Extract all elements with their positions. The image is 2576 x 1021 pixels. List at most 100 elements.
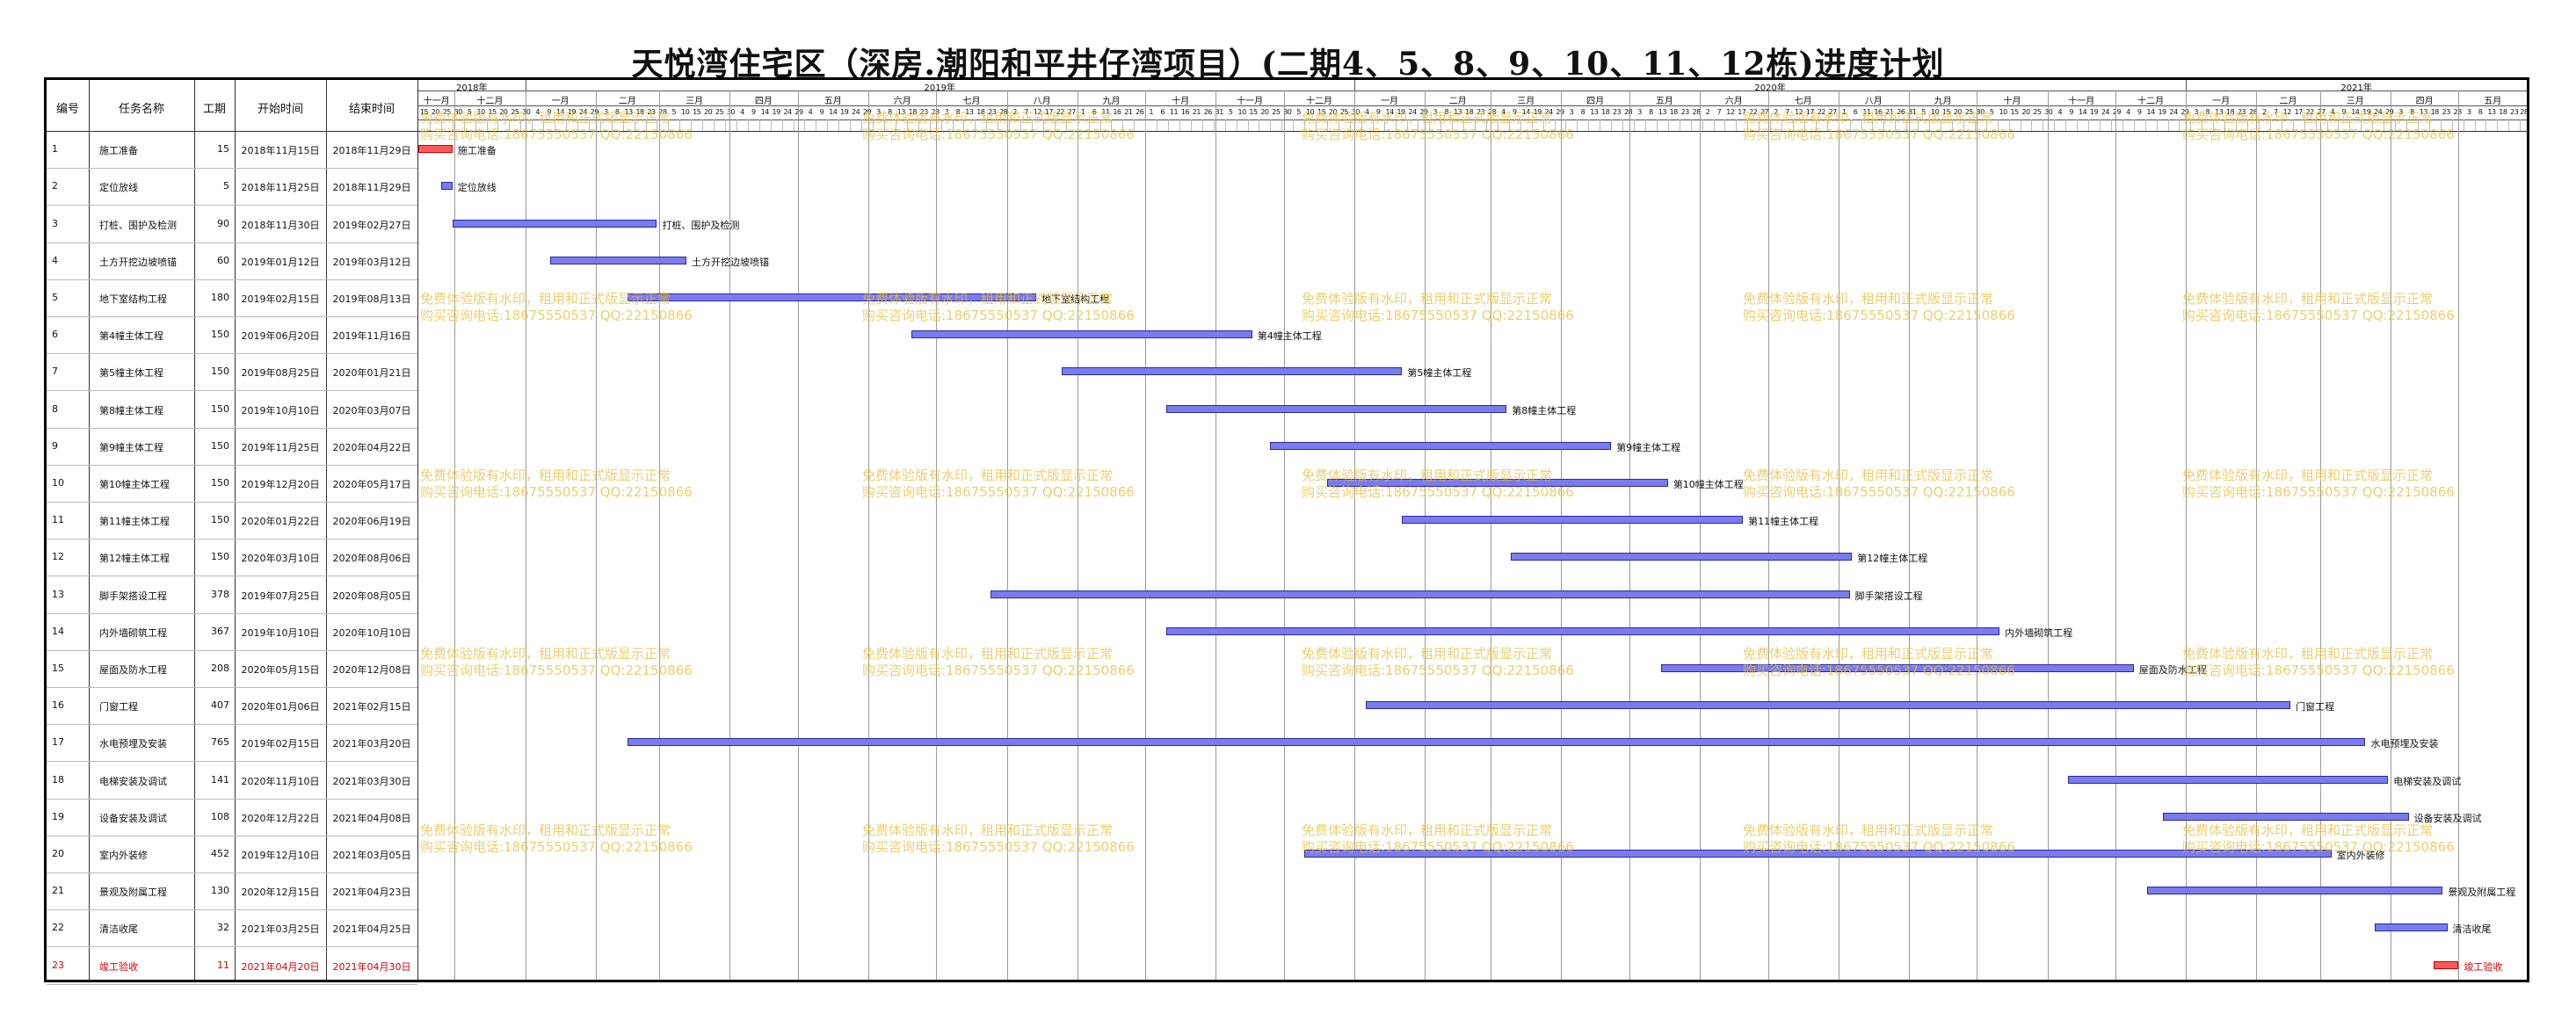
task-start: 2019年07月25日 xyxy=(241,590,320,602)
day-divider xyxy=(1111,119,1113,131)
task-duration: 150 xyxy=(211,439,229,452)
gantt-frame: 编号 任务名称 工期 开始时间 结束时间 2018年 2019年 2020年 2021… xyxy=(44,77,2529,985)
day-divider xyxy=(2224,119,2226,131)
day-tick: 29 xyxy=(2384,108,2394,116)
day-tick: 27 xyxy=(1067,108,1077,116)
day-tick: 29 xyxy=(1556,108,1564,116)
day-tick: 26 xyxy=(1203,108,1213,116)
day-tick: 3 xyxy=(603,108,608,116)
task-start: 2019年08月25日 xyxy=(241,367,320,380)
task-duration: 180 xyxy=(211,291,229,303)
year-label: 2021年 xyxy=(2340,83,2372,93)
day-tick: 31 xyxy=(1908,108,1917,116)
watermark: 免费体验版有水印，租用和正式版显示正常 购买咨询电话:18675550537 QQ… xyxy=(1743,467,2015,501)
day-divider xyxy=(1918,119,1919,131)
watermark-line: 免费体验版有水印，租用和正式版显示正常 xyxy=(420,467,671,483)
task-end: 2018年11月29日 xyxy=(332,182,411,194)
watermark-line: 购买咨询电话:18675550537 QQ:22150866 xyxy=(420,484,693,500)
day-tick: 9 xyxy=(1375,108,1381,116)
day-divider xyxy=(2156,119,2158,131)
task-name: 脚手架搭设工程 xyxy=(99,590,167,602)
task-start: 2019年11月25日 xyxy=(241,441,320,453)
watermark-line: 购买咨询电话:18675550537 QQ:22150866 xyxy=(1302,308,1574,323)
day-divider xyxy=(1542,119,1544,131)
task-start: 2018年11月25日 xyxy=(241,182,320,194)
day-tick: 17 xyxy=(1738,108,1746,116)
day-divider xyxy=(2144,119,2146,131)
day-tick: 24 xyxy=(1408,108,1417,116)
watermark: 免费体验版有水印，租用和正式版显示正常 购买咨询电话:18675550537 QQ… xyxy=(420,646,693,679)
day-divider xyxy=(1906,119,1908,131)
day-divider xyxy=(1395,119,1397,131)
task-duration: 407 xyxy=(211,699,229,712)
day-tick: 7 xyxy=(1024,108,1028,116)
day-divider xyxy=(679,119,681,131)
day-divider xyxy=(1440,119,1442,131)
month-divider xyxy=(1425,91,1426,980)
task-end: 2021年02月15日 xyxy=(332,701,411,713)
task-end: 2021年04月23日 xyxy=(332,887,411,899)
day-divider xyxy=(2054,119,2056,131)
day-tick: 3 xyxy=(944,108,949,116)
day-tick: 8 xyxy=(2478,108,2483,116)
task-id: 5 xyxy=(52,291,58,303)
day-divider xyxy=(2304,119,2305,131)
day-tick: 5 xyxy=(1921,108,1926,116)
watermark-line: 购买咨询电话:18675550537 QQ:22150866 xyxy=(1302,127,1574,142)
day-tick: 30 xyxy=(522,108,531,116)
task-name: 地下室结构工程 xyxy=(99,293,167,305)
task-bar-label: 第10幢主体工程 xyxy=(1673,478,1744,490)
day-divider xyxy=(1054,119,1056,131)
day-divider xyxy=(975,119,976,131)
task-start: 2021年04月20日 xyxy=(241,960,320,973)
day-divider xyxy=(2508,119,2510,131)
month-divider xyxy=(936,91,938,980)
month-divider xyxy=(2256,91,2258,980)
day-divider xyxy=(1565,119,1567,131)
task-start: 2019年02月15日 xyxy=(241,293,320,305)
day-tick: 19 xyxy=(567,108,577,116)
day-tick: 17 xyxy=(1044,108,1054,116)
day-tick: 6 xyxy=(1092,108,1097,116)
day-tick: 8 xyxy=(614,108,620,116)
task-end: 2021年03月30日 xyxy=(332,775,411,787)
task-name: 第5幢主体工程 xyxy=(99,367,163,380)
day-divider xyxy=(577,119,578,131)
day-divider xyxy=(724,119,726,131)
month-label: 七月 xyxy=(962,97,981,106)
day-tick: 20 xyxy=(1953,108,1963,116)
task-bar xyxy=(1365,701,2291,710)
day-tick: 21 xyxy=(1124,108,1133,116)
day-tick: 23 xyxy=(2237,108,2246,116)
day-tick: 28 xyxy=(1692,108,1702,116)
row-divider xyxy=(47,983,417,985)
month-divider xyxy=(729,91,731,980)
day-tick: 8 xyxy=(2410,108,2414,116)
task-end: 2021年04月08日 xyxy=(332,812,411,824)
day-divider xyxy=(1383,119,1385,131)
day-tick: 31 xyxy=(1215,108,1224,116)
day-tick: 19 xyxy=(772,108,781,116)
task-id: 22 xyxy=(52,922,64,934)
day-tick: 18 xyxy=(2499,108,2507,116)
day-tick: 8 xyxy=(955,108,961,116)
month-divider xyxy=(1354,91,1356,980)
day-tick: 7 xyxy=(1716,108,1722,116)
month-label: 十月 xyxy=(2003,97,2021,106)
task-duration: 141 xyxy=(211,773,229,786)
task-id: 14 xyxy=(52,625,64,637)
task-bar-label: 地下室结构工程 xyxy=(1041,293,1110,305)
day-tick: 10 xyxy=(476,108,485,116)
day-tick: 12 xyxy=(2282,108,2292,116)
day-tick: 5 xyxy=(1296,108,1302,116)
day-divider xyxy=(1963,119,1964,131)
day-divider xyxy=(1486,119,1487,131)
day-tick: 7 xyxy=(2274,108,2278,116)
day-tick: 29 xyxy=(795,108,803,116)
day-tick: 3 xyxy=(1637,108,1642,116)
day-divider xyxy=(2405,119,2407,131)
month-divider xyxy=(1283,91,1285,980)
day-tick: 19 xyxy=(1397,108,1405,116)
day-tick: 14 xyxy=(2079,108,2087,116)
month-label: 四月 xyxy=(1586,97,1605,106)
